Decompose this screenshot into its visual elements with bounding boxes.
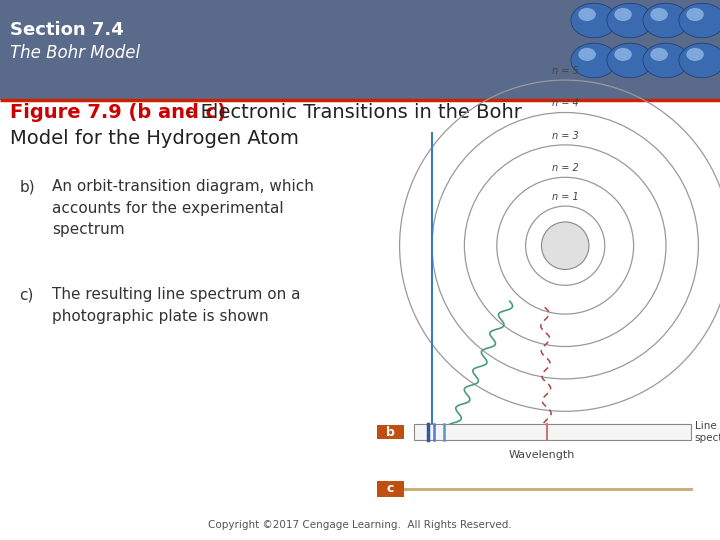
Circle shape [686,48,704,61]
Text: The resulting line spectrum on a
photographic plate is shown: The resulting line spectrum on a photogr… [52,287,300,324]
Circle shape [650,8,668,21]
Circle shape [578,48,596,61]
Bar [414,424,691,440]
Circle shape [650,48,668,61]
Circle shape [679,43,720,78]
Text: c): c) [19,287,34,302]
Text: n = 5: n = 5 [552,66,579,76]
Text: n = 2: n = 2 [552,163,579,173]
Circle shape [607,3,653,38]
Text: - Electronic Transitions in the Bohr: - Electronic Transitions in the Bohr [181,103,521,122]
Circle shape [571,3,617,38]
Text: An orbit-transition diagram, which
accounts for the experimental
spectrum: An orbit-transition diagram, which accou… [52,179,314,238]
Circle shape [571,43,617,78]
Text: Model for the Hydrogen Atom: Model for the Hydrogen Atom [10,129,299,147]
Circle shape [614,48,632,61]
Text: Wavelength: Wavelength [508,450,575,460]
Text: b: b [386,426,395,438]
Text: Section 7.4: Section 7.4 [10,21,124,38]
Circle shape [686,8,704,21]
Circle shape [607,43,653,78]
Bar [377,481,404,497]
Circle shape [578,8,596,21]
Circle shape [614,8,632,21]
Bar [0,0,720,100]
Circle shape [643,43,689,78]
Bar [377,425,404,439]
Ellipse shape [541,222,589,269]
Text: Copyright ©2017 Cengage Learning.  All Rights Reserved.: Copyright ©2017 Cengage Learning. All Ri… [208,520,512,530]
Text: c: c [387,482,394,495]
Text: Line
spectrum: Line spectrum [695,421,720,443]
Text: n = 3: n = 3 [552,131,579,140]
Text: b): b) [19,179,35,194]
Text: n = 1: n = 1 [552,192,579,202]
Text: n = 4: n = 4 [552,98,579,108]
Circle shape [679,3,720,38]
Circle shape [643,3,689,38]
Text: The Bohr Model: The Bohr Model [10,44,140,62]
Text: Figure 7.9 (b and c): Figure 7.9 (b and c) [10,103,226,122]
